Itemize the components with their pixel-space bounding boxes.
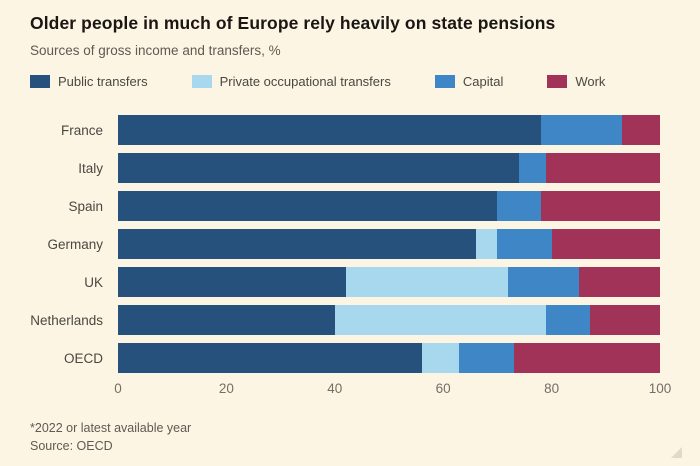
axis-tick-label: 20	[218, 381, 234, 396]
bar-track	[118, 191, 660, 221]
legend-label: Private occupational transfers	[219, 74, 391, 89]
stacked-bar-chart: France Italy Spain Germany UK Netherland…	[0, 115, 700, 373]
bar-segment	[118, 115, 541, 145]
bar-segment	[475, 229, 498, 259]
bar-track	[118, 115, 660, 145]
category-label: Spain	[68, 198, 103, 214]
bar-segment	[421, 343, 460, 373]
legend-label: Capital	[462, 74, 504, 89]
chart-header: Older people in much of Europe rely heav…	[0, 0, 700, 58]
bar-row: Spain	[0, 191, 700, 221]
bar-track	[118, 229, 660, 259]
category-label: Italy	[78, 160, 103, 176]
source-line: Source: OECD	[30, 439, 113, 454]
bar-segment	[497, 229, 552, 259]
legend-swatch-icon	[30, 75, 50, 88]
bar-row: UK	[0, 267, 700, 297]
bar-segment	[546, 305, 590, 335]
bar-row: France	[0, 115, 700, 145]
legend-swatch-icon	[547, 75, 568, 88]
bar-row: Netherlands	[0, 305, 700, 335]
legend-item: Work	[547, 74, 605, 89]
bar-row: Italy	[0, 153, 700, 183]
bar-segment	[551, 229, 660, 259]
bar-segment	[459, 343, 514, 373]
axis-tick-label: 40	[327, 381, 343, 396]
bar-segment	[118, 343, 422, 373]
chart-footer: *2022 or latest available year Source: O…	[30, 419, 670, 455]
bar-segment	[118, 267, 346, 297]
bar-segment	[118, 191, 498, 221]
bar-segment	[513, 343, 660, 373]
legend-swatch-icon	[191, 75, 212, 88]
bar-segment	[508, 267, 579, 297]
bar-segment	[578, 267, 660, 297]
legend-item: Public transfers	[30, 74, 148, 89]
bar-segment	[118, 305, 335, 335]
category-label: Germany	[47, 236, 103, 252]
legend-item: Capital	[434, 74, 504, 89]
axis-tick-label: 100	[648, 381, 672, 396]
resize-corner-mark	[671, 447, 682, 458]
bar-segment	[589, 305, 660, 335]
legend-item: Private occupational transfers	[191, 74, 391, 89]
legend-label: Work	[575, 74, 606, 89]
category-label: France	[60, 122, 103, 138]
bar-track	[118, 343, 660, 373]
x-axis: 0 20 40 60 80 100	[114, 381, 671, 399]
bar-segment	[622, 115, 660, 145]
chart-subtitle: Sources of gross income and transfers, %	[30, 43, 281, 58]
bar-segment	[345, 267, 509, 297]
legend-swatch-icon	[434, 75, 455, 88]
bar-row: OECD	[0, 343, 700, 373]
axis-tick-label: 80	[544, 381, 560, 396]
bar-track	[118, 267, 660, 297]
axis-tick-label: 60	[435, 381, 451, 396]
legend-label: Public transfers	[58, 74, 148, 89]
footnote: *2022 or latest available year	[30, 421, 192, 435]
bar-segment	[540, 191, 660, 221]
bar-row: Germany	[0, 229, 700, 259]
chart-title: Older people in much of Europe rely heav…	[30, 13, 556, 33]
bar-segment	[519, 153, 547, 183]
bar-segment	[497, 191, 541, 221]
axis-tick-label: 0	[114, 381, 122, 396]
bar-segment	[118, 229, 476, 259]
category-label: OECD	[63, 350, 103, 366]
category-label: Netherlands	[30, 312, 103, 328]
bar-segment	[546, 153, 660, 183]
chart-legend: Public transfers Private occupational tr…	[30, 74, 670, 89]
bar-segment	[334, 305, 547, 335]
bar-segment	[118, 153, 520, 183]
bar-segment	[540, 115, 623, 145]
category-label: UK	[84, 274, 103, 290]
bar-track	[118, 305, 660, 335]
bar-track	[118, 153, 660, 183]
